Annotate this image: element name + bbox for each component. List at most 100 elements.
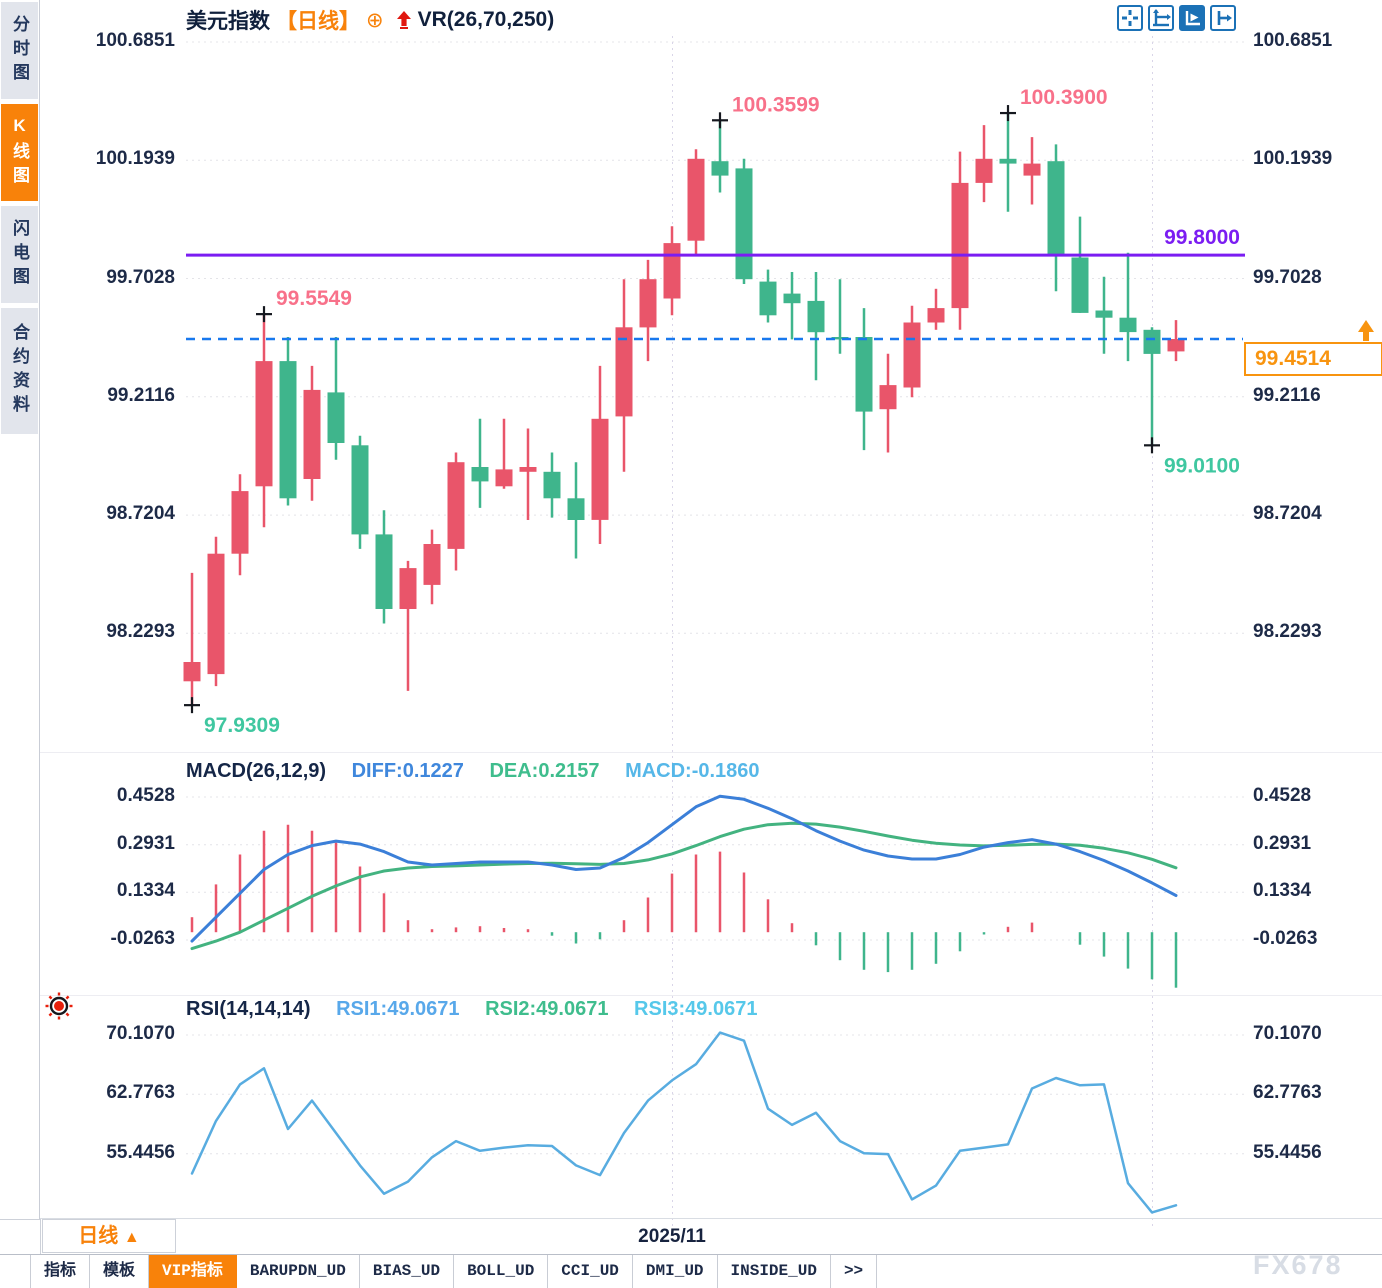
- x-axis-date-label: 2025/11: [638, 1226, 706, 1247]
- rsi-name[interactable]: RSI(14,14,14): [186, 998, 311, 1020]
- candle-body: [207, 553, 225, 675]
- candle-body: [975, 158, 993, 183]
- candle-body: [399, 568, 417, 609]
- candle-body: [759, 281, 777, 316]
- axis-play-icon[interactable]: [1179, 5, 1205, 31]
- price-marker-cross: [256, 306, 272, 323]
- y-axis-label-left: 0.2931: [116, 832, 175, 854]
- chart-toolbar: [1117, 5, 1236, 31]
- period-tag[interactable]: 【日线】: [276, 10, 360, 33]
- tab-[interactable]: 模板: [90, 1255, 150, 1288]
- indicator-tabbar: 指标 模板 VIP指标 BARUPDN_UD BIAS_UD BOLL_UD CCI_UD D…: [0, 1254, 1382, 1288]
- y-axis-label-right: 99.7028: [1253, 266, 1322, 288]
- price-annotation: 97.9309: [204, 714, 280, 737]
- tab-[interactable]: 指标: [30, 1255, 91, 1288]
- candle-body: [879, 385, 897, 410]
- candle-body: [687, 158, 705, 241]
- candle-body: [999, 158, 1017, 164]
- y-axis-label-right: -0.0263: [1253, 928, 1318, 949]
- price-annotation: 99.0100: [1164, 454, 1240, 477]
- tab-barupdn_ud[interactable]: BARUPDN_UD: [237, 1255, 360, 1288]
- macd-dea-value: DEA:0.2157: [489, 760, 600, 782]
- candle-body: [1023, 163, 1041, 176]
- crosshair-icon[interactable]: [1117, 5, 1143, 31]
- candle-body: [279, 361, 297, 499]
- y-axis-label-right: 62.7763: [1253, 1082, 1322, 1104]
- candle-body: [615, 327, 633, 417]
- sidebar-item-kline-chart[interactable]: K线图: [1, 104, 38, 201]
- macd-hist-value: MACD:-0.1860: [625, 760, 760, 782]
- tab->>[interactable]: >>: [831, 1255, 878, 1288]
- sidebar: 分时图 K线图 闪电图 合约资料: [0, 0, 40, 1219]
- candle-body: [1071, 257, 1089, 313]
- y-axis-label-right: 98.7204: [1253, 503, 1322, 525]
- period-selector-button[interactable]: 日线 ▲: [42, 1219, 176, 1253]
- y-axis-label-left: 62.7763: [106, 1082, 175, 1104]
- candle-body: [375, 534, 393, 609]
- candle-body: [1047, 161, 1065, 256]
- y-axis-label-left: 0.4528: [116, 785, 175, 806]
- price-annotation: 99.5549: [276, 287, 352, 310]
- indicator-settings-icon[interactable]: [44, 991, 74, 1026]
- tab-vip[interactable]: VIP指标: [149, 1255, 237, 1288]
- y-axis-label-left: 0.1334: [116, 880, 175, 902]
- tab-cci_ud[interactable]: CCI_UD: [548, 1255, 633, 1288]
- candle-body: [1095, 310, 1113, 318]
- fit-axis-icon[interactable]: [1148, 5, 1174, 31]
- price-marker-cross: [1000, 105, 1016, 122]
- y-axis-label-right: 70.1070: [1253, 1023, 1322, 1044]
- symbol-name: 美元指数: [186, 10, 270, 33]
- price-pointer-icon: [1358, 320, 1374, 341]
- current-price-badge: 99.4514: [1244, 342, 1382, 376]
- price-marker-cross: [712, 112, 728, 129]
- sidebar-item-time-chart[interactable]: 分时图: [1, 2, 38, 99]
- candle-body: [591, 418, 609, 520]
- y-axis-label-right: 99.2116: [1253, 384, 1321, 406]
- price-annotation: 100.3599: [732, 93, 820, 116]
- tab-dmi_ud[interactable]: DMI_UD: [633, 1255, 718, 1288]
- candle-body: [855, 337, 873, 412]
- rsi3-value: RSI3:49.0671: [634, 998, 758, 1020]
- y-axis-label-right: 98.2293: [1253, 621, 1322, 643]
- y-axis-label-left: 70.1070: [106, 1023, 175, 1044]
- price-marker-cross: [1144, 437, 1160, 454]
- candle-body: [423, 544, 441, 585]
- candle-body: [711, 161, 729, 176]
- overlay-indicator-label[interactable]: VR(26,70,250): [417, 8, 555, 31]
- macd-diff-value: DIFF:0.1227: [351, 760, 464, 782]
- tab-boll_ud[interactable]: BOLL_UD: [454, 1255, 549, 1288]
- sidebar-item-flash-chart[interactable]: 闪电图: [1, 206, 38, 303]
- tab-bias_ud[interactable]: BIAS_UD: [360, 1255, 455, 1288]
- up-arrow-icon: [396, 11, 412, 29]
- y-axis-label-right: 55.4456: [1253, 1141, 1322, 1163]
- y-axis-label-left: 100.6851: [95, 30, 175, 51]
- candle-body: [1167, 339, 1185, 352]
- candle-body: [735, 168, 753, 280]
- sidebar-item-contract-info[interactable]: 合约资料: [1, 308, 38, 434]
- rsi1-value: RSI1:49.0671: [336, 998, 460, 1020]
- price-level-label: 99.8000: [1164, 226, 1240, 249]
- macd-name[interactable]: MACD(26,12,9): [186, 760, 327, 782]
- candle-body: [255, 361, 273, 487]
- y-axis-label-right: 0.1334: [1253, 880, 1312, 902]
- candle-body: [447, 462, 465, 549]
- candle-body: [519, 467, 537, 472]
- candle-body: [639, 279, 657, 328]
- tab-inside_ud[interactable]: INSIDE_UD: [718, 1255, 831, 1288]
- circle-plus-icon[interactable]: ⊕: [366, 8, 384, 32]
- y-axis-label-right: 0.4528: [1253, 785, 1312, 806]
- candle-body: [327, 392, 345, 443]
- candle-body: [1143, 329, 1161, 354]
- y-axis-label-left: 100.1939: [95, 148, 175, 170]
- pane-export-icon[interactable]: [1210, 5, 1236, 31]
- candle-body: [231, 491, 249, 554]
- period-selector-label: 日线: [78, 1225, 119, 1247]
- candle-body: [351, 445, 369, 535]
- candle-body: [471, 467, 489, 482]
- candle-body: [783, 293, 801, 304]
- y-axis-label-left: 55.4456: [106, 1141, 175, 1163]
- candle-body: [663, 243, 681, 299]
- y-axis-label-left: 99.7028: [106, 266, 175, 288]
